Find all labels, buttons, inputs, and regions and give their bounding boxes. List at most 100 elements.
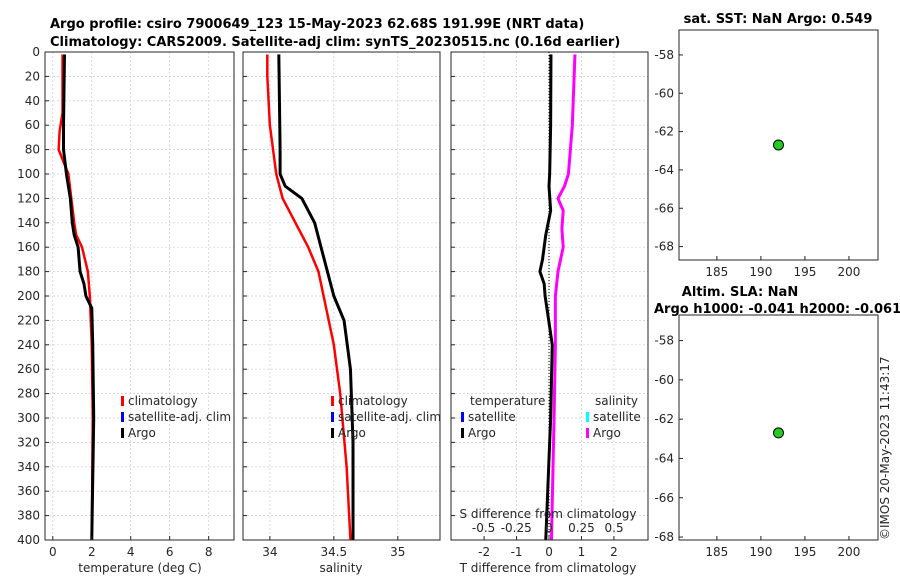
x-axis-label: salinity	[319, 561, 362, 575]
x-axis-label: T difference from climatology	[459, 561, 637, 575]
s-diff-tick-label: 0.5	[605, 521, 624, 535]
x-tick-label: 34.5	[320, 545, 347, 559]
y-tick-label: 200	[17, 289, 40, 303]
y-tick-label: 220	[17, 313, 40, 327]
x-tick-label: 190	[749, 265, 772, 279]
title-line1: Argo profile: csiro 7900649_123 15-May-2…	[50, 17, 584, 32]
y-tick-label: -66	[654, 491, 674, 505]
y-tick-label: -68	[654, 240, 674, 254]
y-tick-label: -64	[654, 451, 674, 465]
y-tick-label: 260	[17, 362, 40, 376]
legend-label: satellite	[593, 410, 641, 424]
y-tick-label: 280	[17, 387, 40, 401]
x-tick-label: 34	[262, 545, 277, 559]
x-tick-label: -1	[511, 545, 523, 559]
x-tick-label: 185	[705, 265, 728, 279]
legend-swatch	[121, 396, 124, 406]
axes-box	[678, 314, 879, 541]
x-tick-label: 2	[610, 545, 618, 559]
s-diff-tick-label: -0.5	[472, 521, 495, 535]
x-tick-label: 1	[578, 545, 586, 559]
legend-label: Argo	[468, 426, 496, 440]
climatology-salinity-line	[266, 54, 352, 541]
x-tick-label: 190	[749, 545, 772, 559]
legend-label: Argo	[128, 426, 156, 440]
legend-label: Argo	[593, 426, 621, 440]
argo-salinity-difference-line	[549, 54, 577, 541]
s-diff-tick-label: 0.25	[568, 521, 595, 535]
x-tick-label: 185	[705, 545, 728, 559]
legend-swatch	[331, 412, 334, 422]
y-tick-label: 340	[17, 460, 40, 474]
y-tick-label: 80	[25, 143, 40, 157]
legend-label: Argo	[338, 426, 366, 440]
y-tick-label: 180	[17, 265, 40, 279]
legend-swatch	[461, 428, 464, 438]
timestamp: ©IMOS 20-May-2023 11:43:17	[878, 356, 892, 540]
y-tick-label: -68	[654, 530, 674, 544]
y-tick-label: 100	[17, 167, 40, 181]
legend-label: satellite	[468, 410, 516, 424]
x-tick-label: 195	[793, 265, 816, 279]
legend-label: climatology	[338, 394, 408, 408]
y-tick-label: 60	[25, 118, 40, 132]
legend-swatch	[586, 412, 589, 422]
s-diff-axis-label: S difference from climatology	[460, 507, 637, 521]
temperature-panel: 0204060801001201401601802002202402602803…	[17, 45, 235, 575]
sst-title: sat. SST: NaN Argo: 0.549	[684, 12, 873, 27]
y-tick-label: -58	[654, 334, 674, 348]
x-tick-label: 2	[88, 545, 96, 559]
legend-temperature-title: temperature	[470, 394, 545, 408]
y-tick-label: -64	[654, 163, 674, 177]
y-tick-label: 400	[17, 533, 40, 547]
difference-panel: -2 -1 0 1 2 -0.5 -0.25 0 0.25 0.5S difference fro…	[450, 51, 649, 575]
y-tick-label: 140	[17, 216, 40, 230]
x-tick-label: 8	[205, 545, 213, 559]
argo-location-point	[773, 427, 784, 439]
legend-swatch	[121, 428, 124, 438]
sla-map-panel: -58 -60 -62 -64 -66 -68 185 190 195 200 Altim. SLA…	[654, 285, 900, 559]
y-tick-label: 360	[17, 484, 40, 498]
y-tick-label: 40	[25, 94, 40, 108]
argo-temperature-difference-line	[538, 54, 554, 541]
sla-title: Altim. SLA: NaN	[682, 285, 798, 300]
x-tick-label: 0	[49, 545, 57, 559]
y-tick-label: -66	[654, 201, 674, 215]
y-tick-label: 300	[17, 411, 40, 425]
argo-temperature-line	[62, 54, 96, 541]
s-diff-tick-label: 0	[545, 521, 553, 535]
legend-swatch	[121, 412, 124, 422]
y-tick-label: 0	[32, 45, 40, 59]
x-tick-label: 35	[390, 545, 405, 559]
salinity-panel: 34 34.5 35 salinity climatology satellite-adj…	[242, 51, 441, 575]
legend-swatch	[331, 428, 334, 438]
y-tick-label: 20	[25, 69, 40, 83]
x-axis-label: temperature (deg C)	[78, 561, 201, 575]
y-tick-label: 380	[17, 509, 40, 523]
y-tick-label: -60	[654, 373, 674, 387]
legend-label: satellite-adj. clim	[128, 410, 231, 424]
sla-argo-heights: Argo h1000: -0.041 h2000: -0.061	[654, 302, 900, 317]
sst-map-panel: -58 -60 -62 -64 -66 -68 185 190 195 200 sat. SST: …	[654, 12, 879, 279]
x-tick-label: 200	[837, 545, 860, 559]
x-tick-label: 195	[793, 545, 816, 559]
x-tick-label: 200	[837, 265, 860, 279]
legend-swatch	[586, 428, 589, 438]
legend-swatch	[461, 412, 464, 422]
y-tick-label: -62	[654, 412, 674, 426]
x-tick-label: 0	[545, 545, 553, 559]
y-tick-label: -58	[654, 48, 674, 62]
y-tick-label: 240	[17, 338, 40, 352]
legend-label: satellite-adj. clim	[338, 410, 441, 424]
y-tick-label: -62	[654, 125, 674, 139]
s-diff-tick-label: -0.25	[501, 521, 532, 535]
x-tick-label: 6	[166, 545, 174, 559]
y-tick-label: 120	[17, 191, 40, 205]
argo-salinity-line	[277, 54, 355, 540]
argo-location-point	[773, 139, 784, 151]
axes-box	[678, 29, 879, 261]
legend-label: climatology	[128, 394, 198, 408]
y-tick-label: 160	[17, 240, 40, 254]
y-tick-label: 320	[17, 435, 40, 449]
